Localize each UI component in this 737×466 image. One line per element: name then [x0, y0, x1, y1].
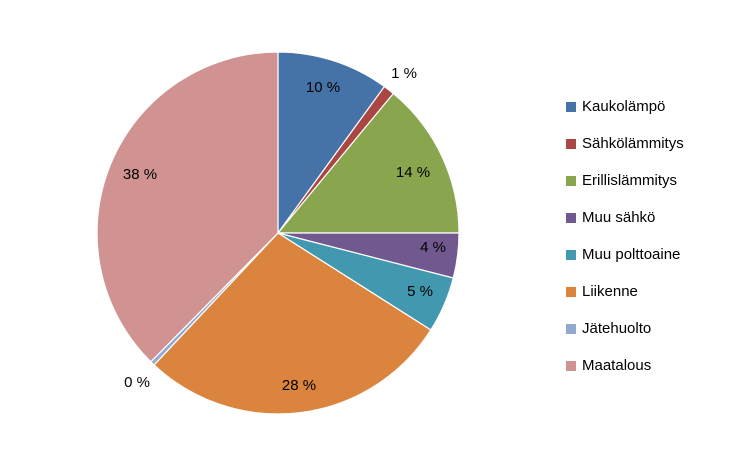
data-labels: 10 % 1 % 14 % 4 % 5 % 28 % 0 % 38 % [123, 65, 446, 394]
legend-swatch-1 [566, 138, 576, 149]
pie-slice-2 [276, 92, 460, 234]
data-label-3: 4 % [420, 239, 446, 256]
legend-label-6: Jätehuolto [582, 320, 652, 337]
legend-label-3: Muu sähkö [582, 209, 656, 226]
legend-item-6: Jätehuolto [566, 310, 684, 347]
legend-label-4: Muu polttoaine [582, 246, 681, 263]
legend-item-5: Liikenne [566, 273, 684, 310]
legend-item-7: Maatalous [566, 347, 684, 384]
legend-item-4: Muu polttoaine [566, 236, 684, 273]
pie-slice-5 [153, 232, 432, 415]
data-label-7: 38 % [123, 166, 157, 183]
legend-item-1: Sähkölämmitys [566, 125, 684, 162]
legend: Kaukolämpö Sähkölämmitys Erillislämmitys Mu… [566, 88, 684, 384]
data-label-2: 14 % [396, 164, 430, 181]
legend-label-5: Liikenne [582, 283, 638, 300]
legend-item-3: Muu sähkö [566, 199, 684, 236]
pie-slice-0 [277, 51, 386, 235]
legend-label-0: Kaukolämpö [582, 98, 666, 115]
data-label-0: 10 % [306, 79, 340, 96]
legend-item-0: Kaukolämpö [566, 88, 684, 125]
data-label-4: 5 % [407, 283, 433, 300]
legend-label-2: Erillislämmitys [582, 172, 677, 189]
legend-swatch-2 [566, 175, 576, 186]
data-label-1: 1 % [391, 65, 417, 82]
pie-slice-7 [96, 51, 279, 363]
legend-swatch-7 [566, 360, 576, 371]
pie-slices [96, 51, 460, 415]
legend-swatch-0 [566, 101, 576, 112]
legend-swatch-5 [566, 286, 576, 297]
legend-item-2: Erillislämmitys [566, 162, 684, 199]
legend-label-1: Sähkölämmitys [582, 135, 684, 152]
legend-label-7: Maatalous [582, 357, 652, 374]
data-label-6: 0 % [124, 374, 150, 391]
legend-swatch-6 [566, 323, 576, 334]
data-label-5: 28 % [282, 377, 316, 394]
legend-swatch-3 [566, 212, 576, 223]
legend-swatch-4 [566, 249, 576, 260]
